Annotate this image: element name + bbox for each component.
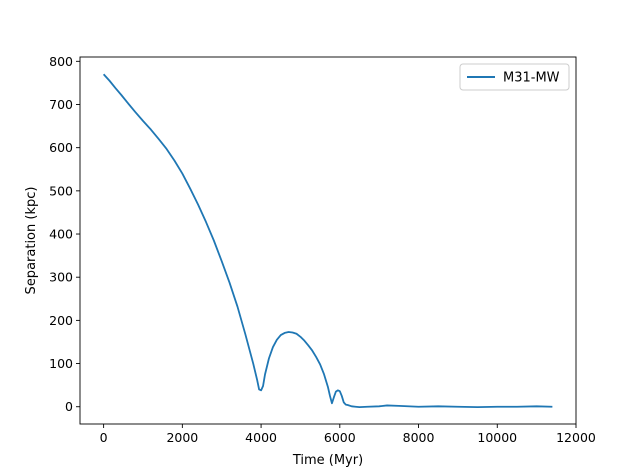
x-tick-label-5: 10000	[477, 430, 517, 445]
y-tick-label-5: 500	[49, 183, 73, 198]
legend-box	[459, 63, 570, 91]
y-tick-label-3: 300	[49, 270, 73, 285]
axes: 0 2000 4000 6000 8000 10000 12000 0 100 200 300 400…	[49, 54, 596, 445]
y-axis-label: Separation (kpc)	[24, 187, 39, 295]
y-tick-label-8: 800	[49, 54, 73, 69]
y-tick-label-0: 0	[65, 399, 73, 414]
x-tick-label-0: 0	[100, 430, 108, 445]
plot-frame	[79, 56, 577, 425]
legend: M31-MW	[459, 63, 570, 91]
y-tick-label-1: 100	[49, 356, 73, 371]
y-tick-label-4: 400	[49, 227, 73, 242]
x-tick-label-6: 12000	[556, 430, 596, 445]
y-tick-label-2: 200	[49, 313, 73, 328]
x-tick-label-1: 2000	[166, 430, 198, 445]
x-tick-label-3: 6000	[324, 430, 356, 445]
x-axis-label: Time (Myr)	[292, 453, 363, 468]
x-tick-label-4: 8000	[403, 430, 435, 445]
plot-area	[102, 73, 553, 409]
y-tick-label-6: 600	[49, 140, 73, 155]
series-line-0	[102, 73, 553, 409]
y-tick-label-7: 700	[49, 97, 73, 112]
x-tick-label-2: 4000	[245, 430, 277, 445]
legend-entry: M31-MW	[503, 71, 560, 86]
